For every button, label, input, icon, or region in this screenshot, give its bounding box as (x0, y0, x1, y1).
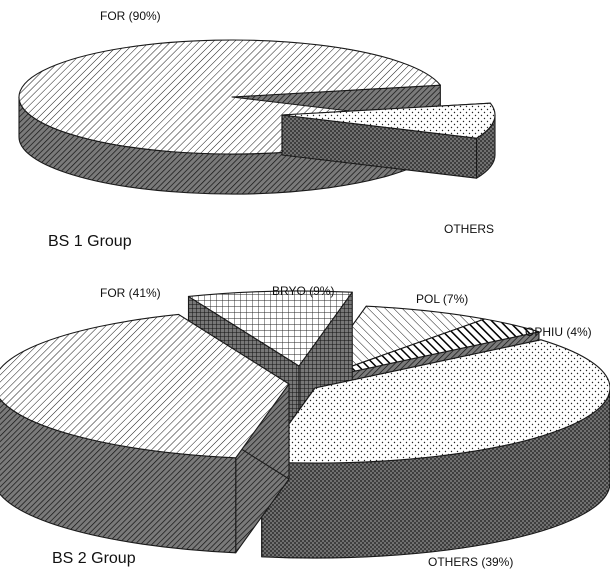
chart2-slice-bryo-top (187, 290, 353, 367)
chart2-label-others: OTHERS (39%) (428, 555, 513, 569)
chart1-label-for: FOR (90%) (100, 9, 161, 23)
chart2-slice-for-top (0, 313, 290, 459)
chart2-label-for: FOR (41%) (100, 286, 161, 300)
chart2-label-ophiu: OPHIU (4%) (525, 325, 592, 339)
chart2-slice-ophiu-top (312, 318, 540, 381)
pie-charts (0, 39, 610, 559)
chart2-title: BS 2 Group (52, 550, 136, 567)
chart1-slice-others-top (281, 102, 496, 139)
chart2-label-pol: POL (7%) (416, 292, 468, 306)
chart2-slice-pol-top (312, 305, 486, 381)
chart1-title: BS 1 Group (48, 233, 132, 250)
chart2 (0, 290, 610, 559)
chart1-label-others: OTHERS (444, 222, 494, 236)
chart1-slice-others (281, 102, 496, 179)
chart2-label-bryo: BRYO (9%) (272, 284, 334, 298)
chart1 (18, 39, 496, 195)
chart2-slice-for (0, 313, 290, 554)
chart2-slice-others-top (261, 339, 610, 464)
